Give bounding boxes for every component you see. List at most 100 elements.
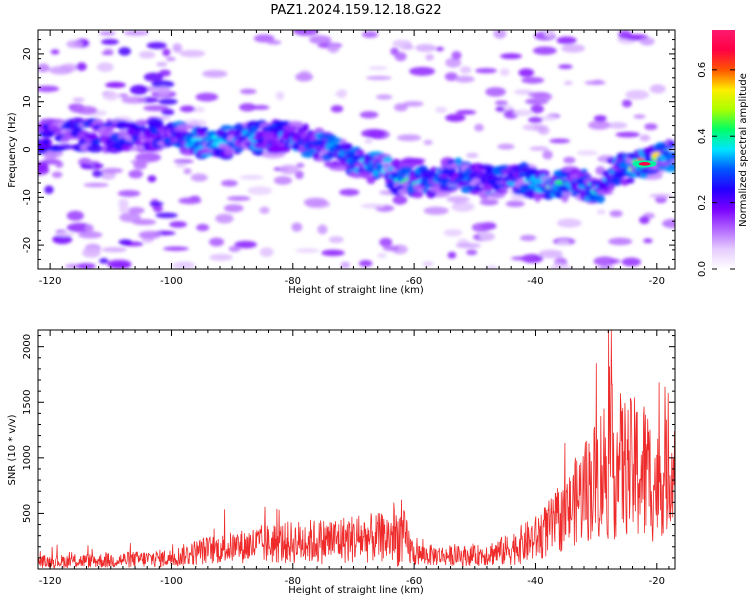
heatmap-noise-cell — [532, 46, 557, 55]
heatmap-noise-cell — [43, 151, 58, 160]
heatmap-ridge-cell — [86, 144, 105, 153]
heatmap-noise-cell — [639, 134, 651, 142]
heatmap-noise-cell — [92, 170, 104, 178]
snr-series-line — [38, 330, 675, 569]
heatmap-noise-cell — [209, 237, 225, 247]
heatmap-noise-cell — [358, 260, 373, 267]
heatmap-noise-cell — [101, 51, 114, 56]
heatmap-noise-cell — [317, 224, 328, 235]
heatmap-noise-cell — [587, 120, 611, 130]
heatmap-ridge-cell — [332, 160, 339, 166]
snr-ylabel: SNR (10 * v/v) — [7, 414, 18, 485]
heatmap-noise-cell — [149, 201, 164, 206]
heatmap-noise-cell — [138, 230, 162, 239]
heatmap-noise-cell — [528, 116, 543, 124]
spectrogram-heatmap — [38, 30, 675, 269]
heatmap-noise-cell — [146, 41, 167, 50]
heatmap-noise-cell — [557, 239, 570, 246]
heatmap-noise-cell — [279, 164, 299, 175]
heatmap-noise-cell — [435, 106, 447, 113]
heatmap-noise-cell — [505, 200, 525, 208]
heatmap-noise-cell — [500, 53, 522, 60]
heatmap-noise-cell — [522, 123, 548, 131]
heatmap-noise-cell — [607, 121, 628, 129]
heatmap-noise-cell — [239, 175, 264, 180]
y-tick-label: 500 — [22, 504, 33, 523]
colorbar-bar — [712, 30, 735, 269]
heatmap-noise-cell — [179, 105, 196, 113]
heatmap-noise-cell — [394, 51, 407, 62]
heatmap-noise-cell — [209, 253, 233, 261]
spectrogram-ticks: -120 -100 -80 -60 -40 -20 20 10 0 -10 -20 — [22, 29, 675, 287]
heatmap-noise-cell — [518, 68, 535, 77]
heatmap-noise-cell — [294, 170, 304, 180]
heatmap-ridge-cell — [200, 126, 209, 133]
heatmap-noise-cell — [512, 109, 533, 116]
heatmap-noise-cell — [425, 54, 435, 61]
heatmap-noise-cell — [156, 62, 168, 67]
heatmap-noise-cell — [619, 34, 645, 40]
heatmap-noise-cell — [510, 194, 528, 200]
heatmap-noise-cell — [223, 204, 244, 213]
heatmap-noise-cell — [327, 43, 340, 54]
chart-title: PAZ1.2024.159.12.18.G22 — [270, 3, 441, 18]
heatmap-noise-cell — [593, 115, 607, 122]
heatmap-noise-cell — [521, 77, 545, 84]
heatmap-noise-cell — [493, 30, 507, 39]
heatmap-noise-cell — [392, 39, 411, 48]
heatmap-noise-cell — [253, 34, 275, 43]
x-tick-label: -120 — [39, 576, 62, 587]
heatmap-noise-cell — [538, 249, 563, 259]
heatmap-noise-cell — [494, 100, 508, 106]
heatmap-noise-cell — [202, 69, 228, 78]
heatmap-noise-cell — [309, 35, 332, 45]
heatmap-ridge-cell — [42, 138, 50, 146]
heatmap-noise-cell — [361, 31, 379, 39]
heatmap-noise-cell — [82, 247, 101, 258]
heatmap-ridge-cell — [302, 123, 310, 132]
heatmap-noise-cell — [435, 46, 445, 52]
heatmap-noise-cell — [499, 68, 510, 76]
heatmap-noise-cell — [415, 43, 437, 52]
heatmap-noise-cell — [446, 195, 471, 203]
heatmap-noise-cell — [85, 224, 94, 233]
heatmap-noise-cell — [295, 248, 320, 253]
heatmap-ridge-cell — [455, 157, 462, 167]
heatmap-ridge-cell — [608, 183, 615, 191]
heatmap-noise-cell — [51, 171, 63, 178]
snr-panel: -120 -100 -80 -60 -40 -20 500 1000 1500 2000 Heig… — [7, 329, 676, 596]
heatmap-noise-cell — [133, 161, 148, 170]
y-tick-label: 20 — [22, 48, 33, 61]
heatmap-noise-cell — [584, 80, 606, 85]
heatmap-noise-cell — [66, 40, 84, 49]
heatmap-noise-cell — [403, 101, 424, 107]
heatmap-noise-cell — [497, 143, 515, 150]
heatmap-noise-cell — [259, 206, 270, 214]
colorbar-tick-label: 0.2 — [697, 195, 708, 211]
heatmap-noise-cell — [55, 232, 75, 237]
heatmap-noise-cell — [394, 103, 408, 112]
heatmap-ridge-peak — [386, 166, 394, 171]
heatmap-noise-cell — [330, 105, 344, 113]
spectrogram-xlabel: Height of straight line (km) — [288, 285, 424, 296]
heatmap-noise-cell — [527, 91, 549, 98]
heatmap-noise-cell — [99, 257, 109, 264]
heatmap-noise-cell — [593, 256, 616, 267]
heatmap-noise-cell — [66, 210, 84, 221]
heatmap-ridge-cell — [536, 169, 550, 178]
snr-ticks: -120 -100 -80 -60 -40 -20 500 1000 1500 2000 — [22, 330, 675, 587]
heatmap-noise-cell — [649, 193, 673, 199]
heatmap-noise-cell — [52, 234, 73, 245]
heatmap-ridge-cell — [340, 142, 353, 151]
heatmap-noise-cell — [266, 40, 282, 45]
heatmap-noise-cell — [147, 175, 157, 183]
heatmap-noise-cell — [649, 84, 666, 94]
y-tick-label: -20 — [22, 237, 33, 253]
colorbar-tick-label: 0.6 — [697, 62, 708, 78]
heatmap-noise-cell — [443, 229, 463, 237]
heatmap-noise-cell — [293, 30, 319, 36]
heatmap-noise-cell — [596, 209, 606, 215]
heatmap-noise-cell — [340, 261, 351, 269]
heatmap-noise-cell — [519, 234, 537, 242]
heatmap-noise-cell — [379, 237, 393, 247]
